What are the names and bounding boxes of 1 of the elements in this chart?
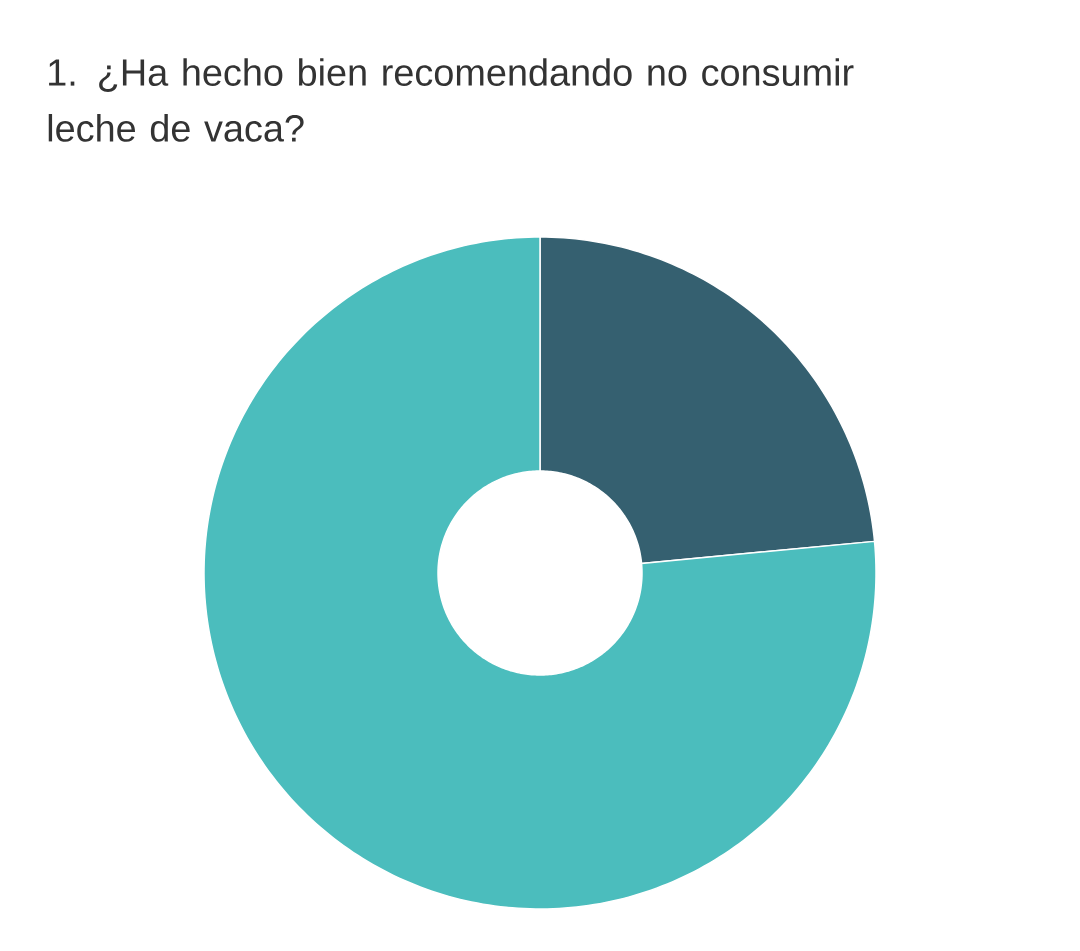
chart-title: 1. ¿Ha hecho bien recomendando no consumir leche de vaca? bbox=[48, 58, 854, 142]
